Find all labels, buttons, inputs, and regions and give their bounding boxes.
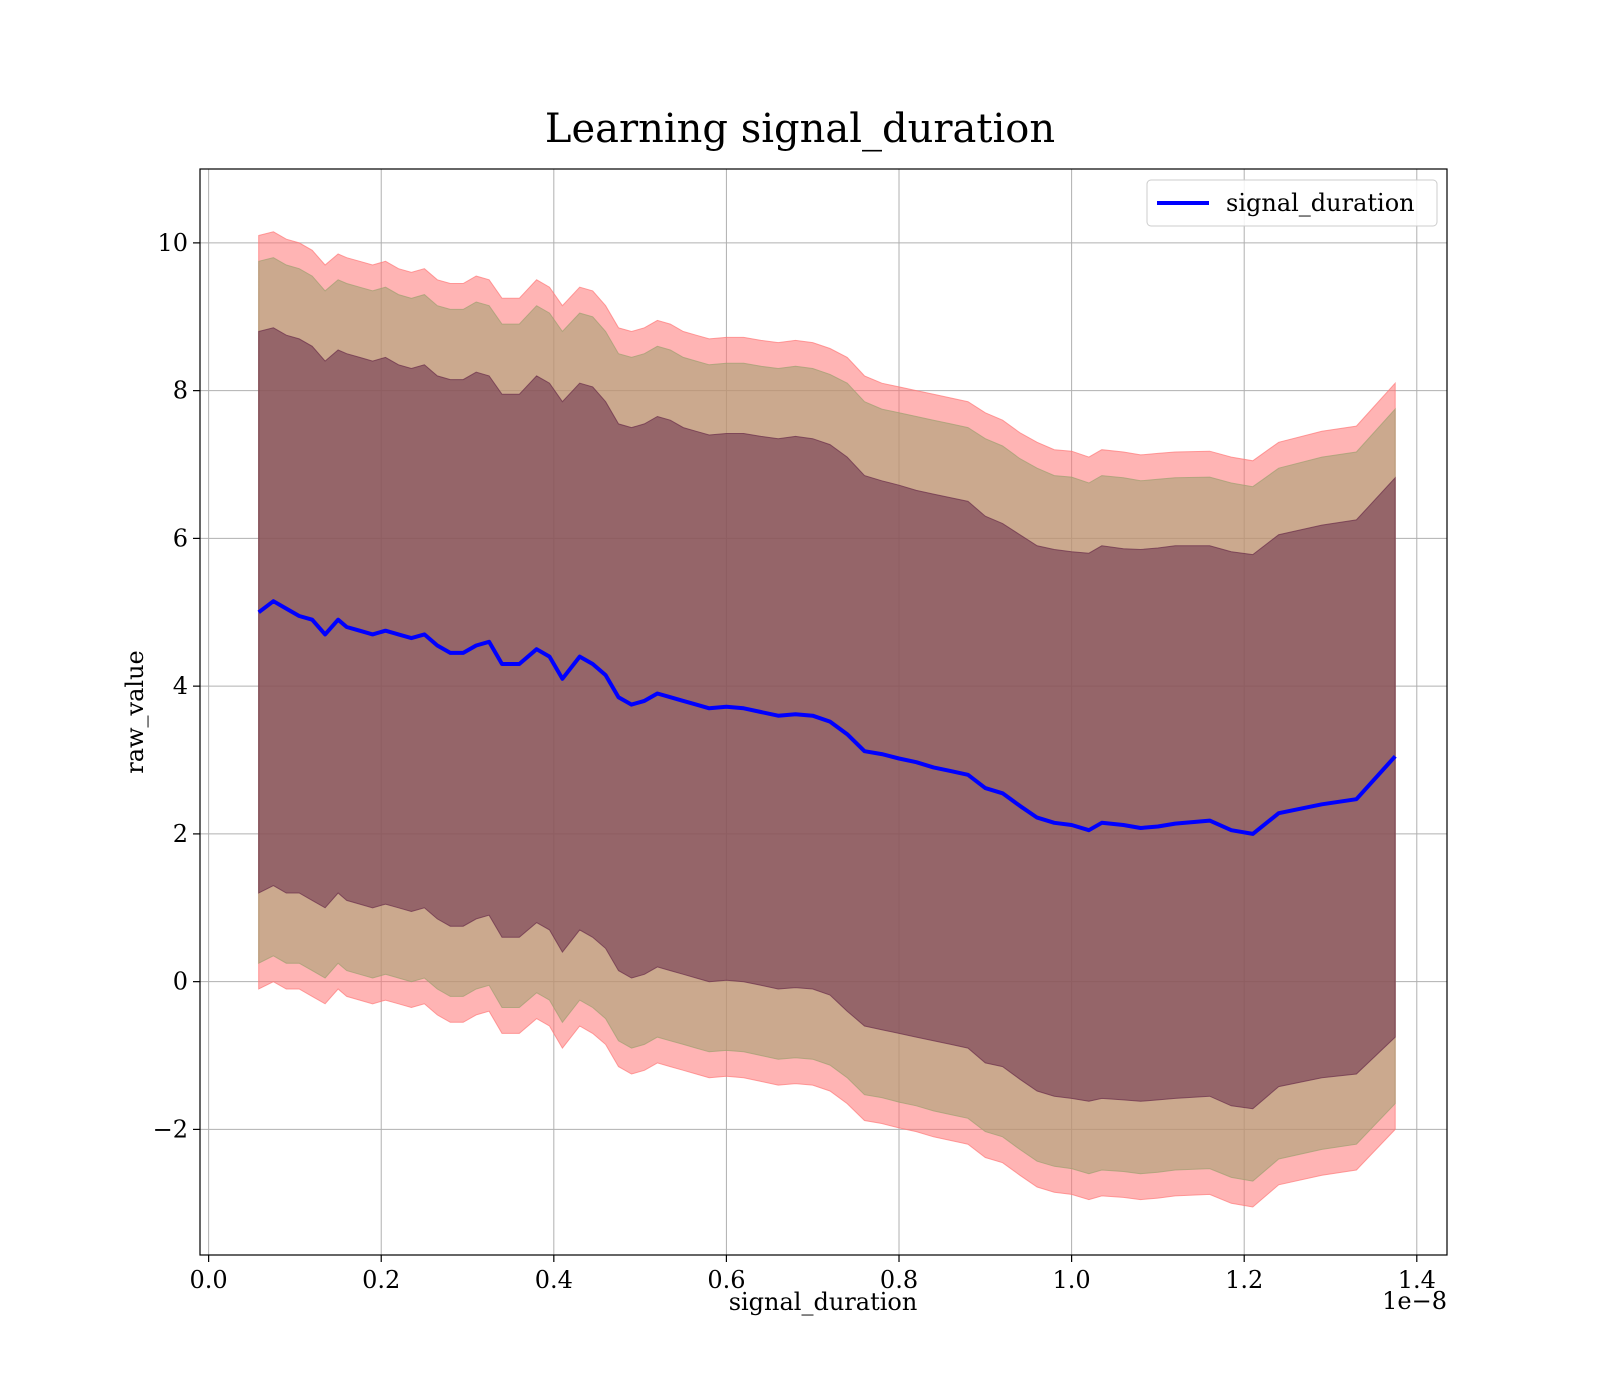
x-tick-label: 0.6 bbox=[707, 1266, 745, 1294]
y-tick-label: 6 bbox=[173, 524, 188, 552]
y-tick-label: 10 bbox=[157, 229, 188, 257]
y-tick-label: 8 bbox=[173, 377, 188, 405]
x-tick-label: 0.0 bbox=[190, 1266, 228, 1294]
legend-box bbox=[1146, 179, 1438, 227]
x-axis-label: signal_duration bbox=[729, 1288, 918, 1316]
x-axis-offset-label: 1e−8 bbox=[1382, 1287, 1447, 1315]
x-tick-label: 0.4 bbox=[535, 1266, 573, 1294]
y-axis-label: raw_value bbox=[121, 650, 149, 774]
series-line-signal-duration bbox=[257, 599, 1397, 836]
x-tick-label: 1.4 bbox=[1398, 1266, 1436, 1294]
chart-title: Learning signal_duration bbox=[545, 106, 1055, 152]
band-inner bbox=[258, 327, 1396, 1110]
x-tick-label: 0.8 bbox=[880, 1266, 918, 1294]
legend: signal_duration bbox=[1146, 179, 1438, 227]
legend-label-signal-duration: signal_duration bbox=[1226, 189, 1415, 217]
plot-frame bbox=[199, 168, 1448, 1256]
y-tick-label: 2 bbox=[173, 820, 188, 848]
y-tick-label: 4 bbox=[173, 672, 188, 700]
x-tick-label: 1.0 bbox=[1053, 1266, 1091, 1294]
y-axis-ticks: −2 0 2 4 6 8 10 bbox=[153, 229, 200, 1143]
x-tick-label: 0.2 bbox=[362, 1266, 400, 1294]
x-axis-ticks: 0.0 0.2 0.4 0.6 0.8 1.0 1.2 1.4 bbox=[190, 1255, 1436, 1294]
x-tick-label: 1.2 bbox=[1225, 1266, 1263, 1294]
y-tick-label: 0 bbox=[173, 968, 188, 996]
series-lines bbox=[257, 599, 1397, 836]
plot-area bbox=[199, 168, 1448, 1256]
y-tick-label: −2 bbox=[153, 1115, 188, 1143]
